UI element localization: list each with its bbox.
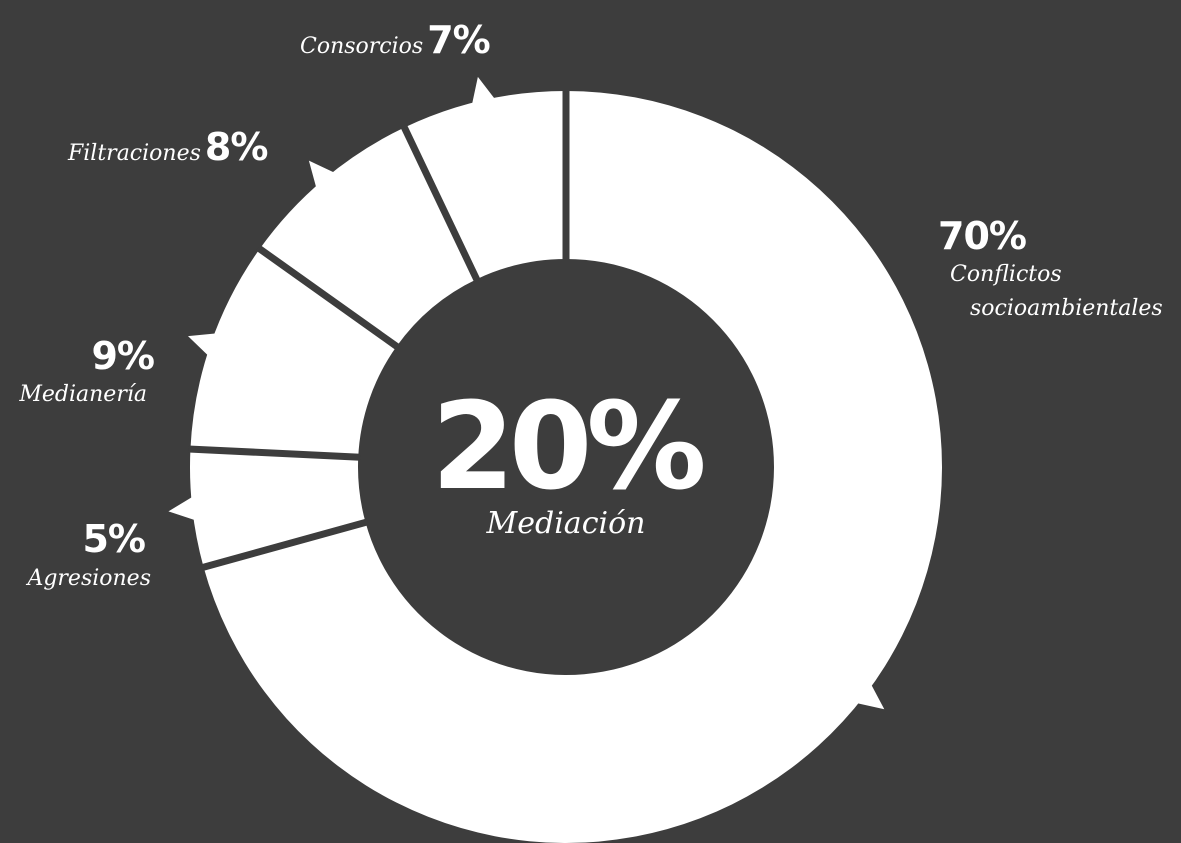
slice-consorcios (404, 91, 566, 280)
slice-filtraciones (259, 127, 477, 347)
separator-3 (256, 244, 401, 351)
slice-percent-filtraciones: 8% (204, 125, 269, 169)
slice-percent-medianeria: 9% (91, 334, 155, 378)
pointer-medianeria (187, 333, 219, 358)
label-consorcios: Consorcios 7% (300, 18, 491, 62)
slice-agresiones (190, 449, 366, 568)
separator-4 (400, 124, 481, 283)
center-label: Mediación (486, 506, 646, 541)
slice-name-consorcios: Consorcios (300, 34, 424, 59)
slice-name-conflictos-line1: Conflictos (950, 262, 1062, 287)
slice-conflictos (203, 91, 943, 843)
pointer-conflictos (853, 681, 885, 710)
pointer-filtraciones (308, 160, 338, 191)
slice-name-filtraciones: Filtraciones (68, 141, 201, 166)
pointer-agresiones (168, 495, 198, 522)
label-filtraciones: Filtraciones 8% (68, 125, 269, 169)
slice-medianeria (190, 248, 397, 458)
slice-percent-consorcios: 7% (427, 18, 491, 62)
slice-percent-agresiones: 5% (82, 517, 146, 561)
slice-name-medianeria: Medianería (19, 382, 147, 407)
separator-1 (200, 518, 369, 572)
slice-name-conflictos-line2: socioambientales (970, 296, 1163, 321)
pointer-consorcios (471, 76, 497, 108)
center-percent: 20% (431, 378, 706, 517)
slice-percent-conflictos: 70% (938, 214, 1027, 258)
slice-name-agresiones: Agresiones (27, 566, 151, 591)
separator-2 (188, 445, 361, 461)
